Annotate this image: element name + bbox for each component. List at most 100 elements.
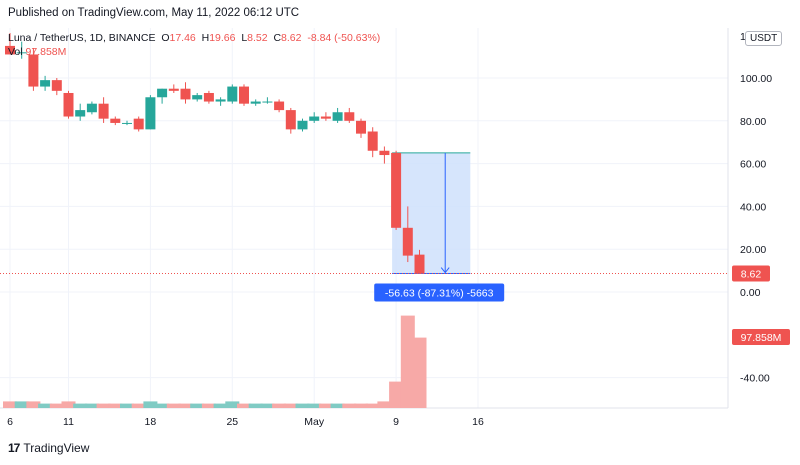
candle-body <box>414 254 425 274</box>
candle-body <box>215 99 226 102</box>
price-chart[interactable]: -56.63 (-87.31%) -5663 100.00 80.00 60.00 40… <box>0 28 800 438</box>
volume-bar <box>201 403 216 408</box>
candle-body <box>133 118 144 130</box>
volume-bar <box>166 403 181 408</box>
low-value: 8.52 <box>247 32 268 44</box>
candle-body <box>285 110 296 130</box>
candle-body <box>28 54 39 87</box>
x-tick-label: 18 <box>145 416 157 428</box>
y-tick-label-clipped: 1 <box>740 31 746 43</box>
symbol-name[interactable]: Luna / TetherUS, 1D, BINANCE <box>8 32 156 44</box>
candle-body <box>262 101 273 103</box>
volume-bar <box>342 403 357 408</box>
candle-body <box>274 101 285 111</box>
candle-body <box>122 122 132 124</box>
close-label: C <box>273 32 282 44</box>
candle-body <box>344 112 355 121</box>
candlestick-chart-svg[interactable]: -56.63 (-87.31%) -5663100.0080.0060.0040… <box>0 28 800 438</box>
change-value: -8.84 (-50.63%) <box>307 32 381 44</box>
y-tick-label: 60.00 <box>740 159 766 171</box>
volume-bar <box>3 401 17 408</box>
candle-body <box>250 101 261 104</box>
volume-bar <box>225 401 240 408</box>
candle-body <box>332 112 343 121</box>
volume-bar <box>330 403 345 408</box>
volume-bar <box>38 403 53 408</box>
volume-bar <box>307 403 322 408</box>
x-tick-label: 6 <box>7 416 13 428</box>
brand-name: TradingView <box>23 441 90 455</box>
candle-body <box>227 86 238 102</box>
volume-bar <box>120 403 134 408</box>
volume-bar <box>377 401 392 408</box>
y-tick-label: 0.00 <box>740 287 761 299</box>
volume-badge-label: 97.858M <box>741 332 782 344</box>
symbol-legend: Luna / TetherUS, 1D, BINANCE O17.46 H19.… <box>8 32 380 44</box>
volume-bar <box>260 403 275 408</box>
x-tick-label: 25 <box>226 416 238 428</box>
x-tick-label: 9 <box>393 416 399 428</box>
volume-value: 97.858M <box>25 46 67 58</box>
candle-body <box>320 116 331 119</box>
volume-legend: Vol 97.858M <box>8 46 66 58</box>
volume-bar <box>108 403 123 408</box>
candle-body <box>367 131 378 151</box>
volume-bar <box>365 403 380 408</box>
volume-bar <box>400 315 415 408</box>
measure-label: -56.63 (-87.31%) -5663 <box>385 288 494 300</box>
candle-body <box>5 45 15 55</box>
candle-body <box>379 150 390 156</box>
candle-body <box>356 120 366 134</box>
candle-body <box>180 88 191 100</box>
currency-badge[interactable]: USDT <box>745 31 783 46</box>
volume-bar <box>84 403 99 408</box>
x-tick-label: 11 <box>63 416 74 428</box>
candle-body <box>203 92 214 102</box>
volume-bar <box>237 403 251 408</box>
y-tick-label: 100.00 <box>740 73 772 85</box>
x-tick-label: May <box>304 416 325 428</box>
volume-bar <box>190 403 205 408</box>
high-label: H <box>201 32 210 44</box>
volume-bar <box>14 401 29 408</box>
candle-body <box>16 52 27 54</box>
volume-bar <box>283 403 298 408</box>
candle-body <box>75 110 86 117</box>
volume-bar <box>143 401 158 408</box>
volume-bar <box>61 401 76 408</box>
candle-body <box>309 116 320 121</box>
last-price-badge <box>732 265 770 282</box>
footer-brand[interactable]: 17 TradingView <box>8 441 89 455</box>
volume-badge <box>732 329 790 345</box>
open-label: O <box>161 32 170 44</box>
volume-bar <box>131 403 146 408</box>
volume-label: Vol <box>8 46 23 58</box>
candle-body <box>51 80 62 91</box>
volume-bar <box>26 401 41 408</box>
measure-arrow-head <box>440 267 450 274</box>
candle-body <box>297 120 308 130</box>
close-value: 8.62 <box>281 32 302 44</box>
candle-body <box>239 86 249 104</box>
volume-bar <box>318 403 333 408</box>
y-tick-label: 20.00 <box>740 244 766 256</box>
candle-body <box>145 97 156 130</box>
candle-body <box>391 152 402 228</box>
volume-bar <box>248 403 263 408</box>
published-caption: Published on TradingView.com, May 11, 20… <box>8 7 300 19</box>
high-value: 19.66 <box>209 32 236 44</box>
volume-bar <box>389 381 404 408</box>
candle-body <box>40 80 51 87</box>
volume-bar <box>295 403 310 408</box>
candle-body <box>168 88 179 91</box>
candle-body <box>110 118 121 123</box>
volume-bar <box>412 337 427 408</box>
measure-label-bg <box>374 283 505 302</box>
y-tick-label: 40.00 <box>740 201 766 213</box>
volume-bar <box>49 403 64 408</box>
candle-body <box>157 88 168 98</box>
volume-bar <box>272 403 287 408</box>
low-label: L <box>241 32 248 44</box>
volume-bar <box>354 403 368 408</box>
volume-bar <box>96 403 111 408</box>
